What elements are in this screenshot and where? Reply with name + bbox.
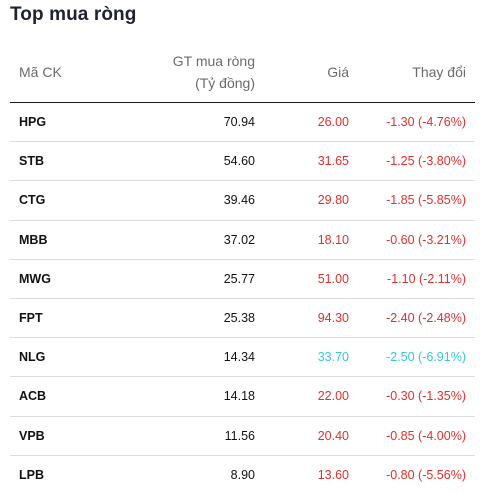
price-change: -0.80 (-5.56%) xyxy=(386,467,466,482)
stock-code[interactable]: LPB xyxy=(19,467,44,482)
stock-code[interactable]: CTG xyxy=(19,193,46,208)
net-buy-value: 8.90 xyxy=(230,467,255,482)
table-header: Mã CK GT mua ròng (Tỷ đồng) Giá Thay đổi xyxy=(10,46,475,103)
price: 33.70 xyxy=(317,350,349,365)
net-buy-value: 14.34 xyxy=(223,350,255,365)
price: 13.60 xyxy=(317,467,349,482)
price: 20.40 xyxy=(317,428,349,443)
table-row[interactable]: LPB 8.90 13.60 -0.80 (-5.56%) xyxy=(10,456,475,494)
price: 18.10 xyxy=(317,232,349,247)
price: 94.30 xyxy=(317,311,349,326)
price-change: -1.30 (-4.76%) xyxy=(386,115,466,130)
stock-code[interactable]: MBB xyxy=(19,232,48,247)
stock-code[interactable]: FPT xyxy=(19,311,43,326)
price-change: -2.50 (-6.91%) xyxy=(386,350,466,365)
stock-code[interactable]: MWG xyxy=(19,271,51,286)
net-buy-value: 70.94 xyxy=(223,115,255,130)
net-buy-value: 54.60 xyxy=(223,154,255,169)
stock-code[interactable]: NLG xyxy=(19,350,46,365)
price-change: -0.60 (-3.21%) xyxy=(386,232,466,247)
table-row[interactable]: ACB 14.18 22.00 -0.30 (-1.35%) xyxy=(10,377,475,417)
net-buy-value: 25.38 xyxy=(223,311,255,326)
net-buy-table: Mã CK GT mua ròng (Tỷ đồng) Giá Thay đổi… xyxy=(10,46,475,494)
price-change: -2.40 (-2.48%) xyxy=(386,311,466,326)
net-buy-value: 25.77 xyxy=(223,271,255,286)
price-change: -0.85 (-4.00%) xyxy=(386,428,466,443)
table-row[interactable]: MWG 25.77 51.00 -1.10 (-2.11%) xyxy=(10,260,475,299)
stock-code[interactable]: STB xyxy=(19,154,44,169)
header-net-buy-value: GT mua ròng (Tỷ đồng) xyxy=(173,50,255,94)
net-buy-value: 39.46 xyxy=(223,193,255,208)
page-title: Top mua ròng xyxy=(10,4,137,25)
net-buy-value: 11.56 xyxy=(224,428,255,443)
header-code: Mã CK xyxy=(19,64,62,80)
net-buy-value: 37.02 xyxy=(223,232,255,247)
table-row[interactable]: MBB 37.02 18.10 -0.60 (-3.21%) xyxy=(10,221,475,260)
header-net-buy-value-line1: GT mua ròng xyxy=(172,53,255,69)
header-net-buy-value-line2: (Tỷ đồng) xyxy=(195,75,255,91)
price: 29.80 xyxy=(317,193,349,208)
table-row[interactable]: NLG 14.34 33.70 -2.50 (-6.91%) xyxy=(10,338,475,378)
table-row[interactable]: CTG 39.46 29.80 -1.85 (-5.85%) xyxy=(10,181,475,221)
price: 22.00 xyxy=(317,389,349,404)
price-change: -1.25 (-3.80%) xyxy=(386,154,466,169)
price-change: -0.30 (-1.35%) xyxy=(386,389,466,404)
table-row[interactable]: STB 54.60 31.65 -1.25 (-3.80%) xyxy=(10,142,475,182)
price: 51.00 xyxy=(317,271,349,286)
table-row[interactable]: VPB 11.56 20.40 -0.85 (-4.00%) xyxy=(10,417,475,456)
stock-code[interactable]: HPG xyxy=(19,115,47,130)
header-price: Giá xyxy=(327,64,349,80)
table-body: HPG 70.94 26.00 -1.30 (-4.76%) STB 54.60 31.65… xyxy=(10,103,475,494)
table-row[interactable]: FPT 25.38 94.30 -2.40 (-2.48%) xyxy=(10,299,475,339)
price-change: -1.85 (-5.85%) xyxy=(386,193,466,208)
stock-code[interactable]: ACB xyxy=(19,389,47,404)
header-change: Thay đổi xyxy=(412,64,466,80)
table-row[interactable]: HPG 70.94 26.00 -1.30 (-4.76%) xyxy=(10,103,475,143)
stock-code[interactable]: VPB xyxy=(19,428,45,443)
net-buy-value: 14.18 xyxy=(223,389,255,404)
price-change: -1.10 (-2.11%) xyxy=(387,271,466,286)
price: 26.00 xyxy=(317,115,349,130)
price: 31.65 xyxy=(317,154,349,169)
